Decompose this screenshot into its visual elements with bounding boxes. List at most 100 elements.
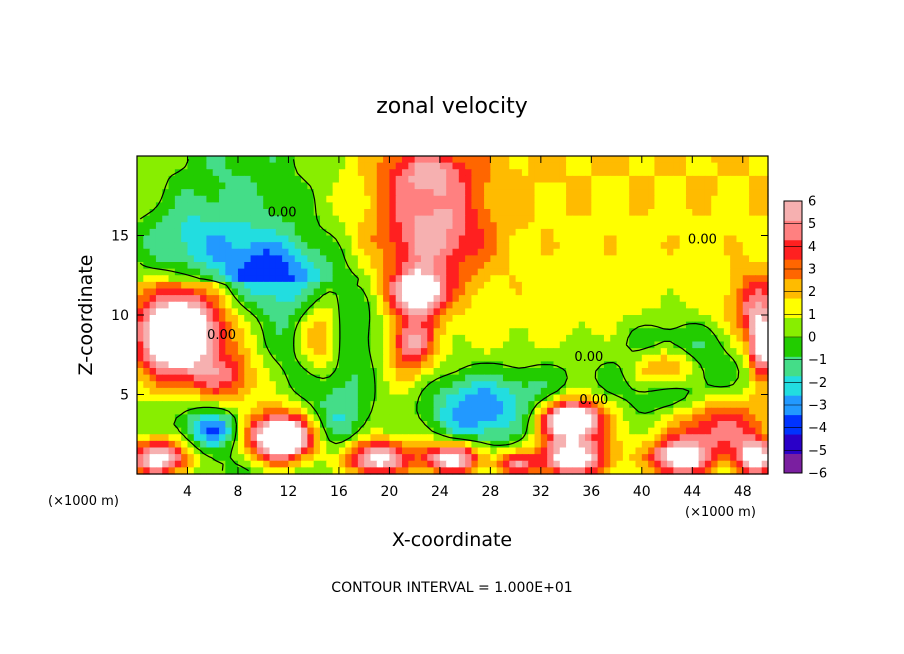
heatmap-cell <box>616 341 624 349</box>
heatmap-cell <box>269 348 277 356</box>
heatmap-cell <box>660 407 668 415</box>
heatmap-cell <box>370 162 378 170</box>
heatmap-cell <box>206 228 214 237</box>
heatmap-cell <box>484 209 491 217</box>
heatmap-cell <box>439 281 447 290</box>
heatmap-cell <box>219 381 226 389</box>
heatmap-cell <box>370 275 378 283</box>
heatmap-cell <box>193 407 201 415</box>
heatmap-cell <box>288 262 296 270</box>
heatmap-cell <box>244 374 252 382</box>
heatmap-cell <box>351 215 359 223</box>
x-unit-right: (×1000 m) <box>685 505 756 520</box>
heatmap-cell <box>597 440 605 449</box>
heatmap-cell <box>660 374 668 382</box>
heatmap-cell <box>742 361 750 369</box>
heatmap-cell <box>357 189 365 197</box>
heatmap-cell <box>250 467 258 475</box>
heatmap-cell <box>629 235 637 243</box>
heatmap-cell <box>553 354 561 362</box>
heatmap-cell <box>629 242 637 250</box>
heatmap-cell <box>496 467 504 475</box>
heatmap-cell <box>547 387 555 396</box>
heatmap-cell <box>231 189 239 197</box>
heatmap-cell <box>263 361 271 369</box>
heatmap-cell <box>256 195 264 203</box>
heatmap-cell <box>698 447 706 455</box>
heatmap-cell <box>395 222 403 230</box>
heatmap-cell <box>155 368 163 376</box>
heatmap-cell <box>597 288 605 296</box>
heatmap-cell <box>244 209 252 217</box>
heatmap-cell <box>591 321 599 329</box>
heatmap-cell <box>155 222 163 230</box>
heatmap-cell <box>692 394 700 402</box>
heatmap-cell <box>755 169 763 177</box>
heatmap-cell <box>477 169 485 177</box>
heatmap-cell <box>660 341 668 349</box>
heatmap-cell <box>730 434 738 442</box>
heatmap-cell <box>319 228 327 237</box>
heatmap-cell <box>383 295 390 303</box>
heatmap-cell <box>566 381 573 389</box>
heatmap-cell <box>509 434 517 442</box>
heatmap-cell <box>313 202 321 210</box>
heatmap-cell <box>143 235 151 243</box>
heatmap-cell <box>641 427 649 435</box>
heatmap-cell <box>490 334 498 343</box>
heatmap-cell <box>237 374 245 382</box>
heatmap-cell <box>502 162 510 170</box>
heatmap-cell <box>622 440 630 449</box>
heatmap-cell <box>275 262 283 270</box>
heatmap-cell <box>168 440 176 449</box>
heatmap-cell <box>559 162 567 170</box>
heatmap-cell <box>629 447 637 455</box>
heatmap-cell <box>168 460 176 468</box>
heatmap-cell <box>269 195 277 203</box>
heatmap-cell <box>256 308 264 316</box>
heatmap-cell <box>200 321 208 329</box>
heatmap-cell <box>225 334 233 343</box>
heatmap-cell <box>723 209 731 217</box>
heatmap-cell <box>452 235 460 243</box>
heatmap-cell <box>187 440 195 449</box>
heatmap-cell <box>395 414 403 422</box>
heatmap-cell <box>420 454 428 462</box>
heatmap-cell <box>193 215 201 223</box>
heatmap-cell <box>698 341 706 349</box>
heatmap-cell <box>219 295 226 303</box>
heatmap-cell <box>250 341 258 349</box>
heatmap-cell <box>301 460 308 468</box>
heatmap-cell <box>168 288 176 296</box>
heatmap-cell <box>521 255 529 263</box>
heatmap-cell <box>616 348 624 356</box>
heatmap-cell <box>332 341 340 349</box>
heatmap-cell <box>168 348 176 356</box>
heatmap-cell <box>376 215 384 223</box>
heatmap-cell <box>250 401 258 409</box>
heatmap-cell <box>749 368 756 376</box>
heatmap-cell <box>263 255 271 263</box>
heatmap-cell <box>155 248 163 256</box>
heatmap-cell <box>275 434 283 442</box>
heatmap-cell <box>452 341 460 349</box>
heatmap-cell <box>439 361 447 369</box>
heatmap-cell <box>402 348 409 356</box>
heatmap-cell <box>509 295 517 303</box>
heatmap-cell <box>370 381 378 389</box>
heatmap-cell <box>641 328 649 336</box>
heatmap-cell <box>383 169 390 177</box>
heatmap-cell <box>559 361 567 369</box>
heatmap-cell <box>237 381 245 389</box>
heatmap-cell <box>540 235 548 243</box>
heatmap-cell <box>679 222 687 230</box>
heatmap-cell <box>174 321 182 329</box>
heatmap-cell <box>155 341 163 349</box>
heatmap-cell <box>294 447 302 455</box>
heatmap-cell <box>629 162 637 170</box>
heatmap-cell <box>338 189 346 197</box>
heatmap-cell <box>301 454 308 462</box>
heatmap-cell <box>641 407 649 415</box>
heatmap-cell <box>357 295 365 303</box>
